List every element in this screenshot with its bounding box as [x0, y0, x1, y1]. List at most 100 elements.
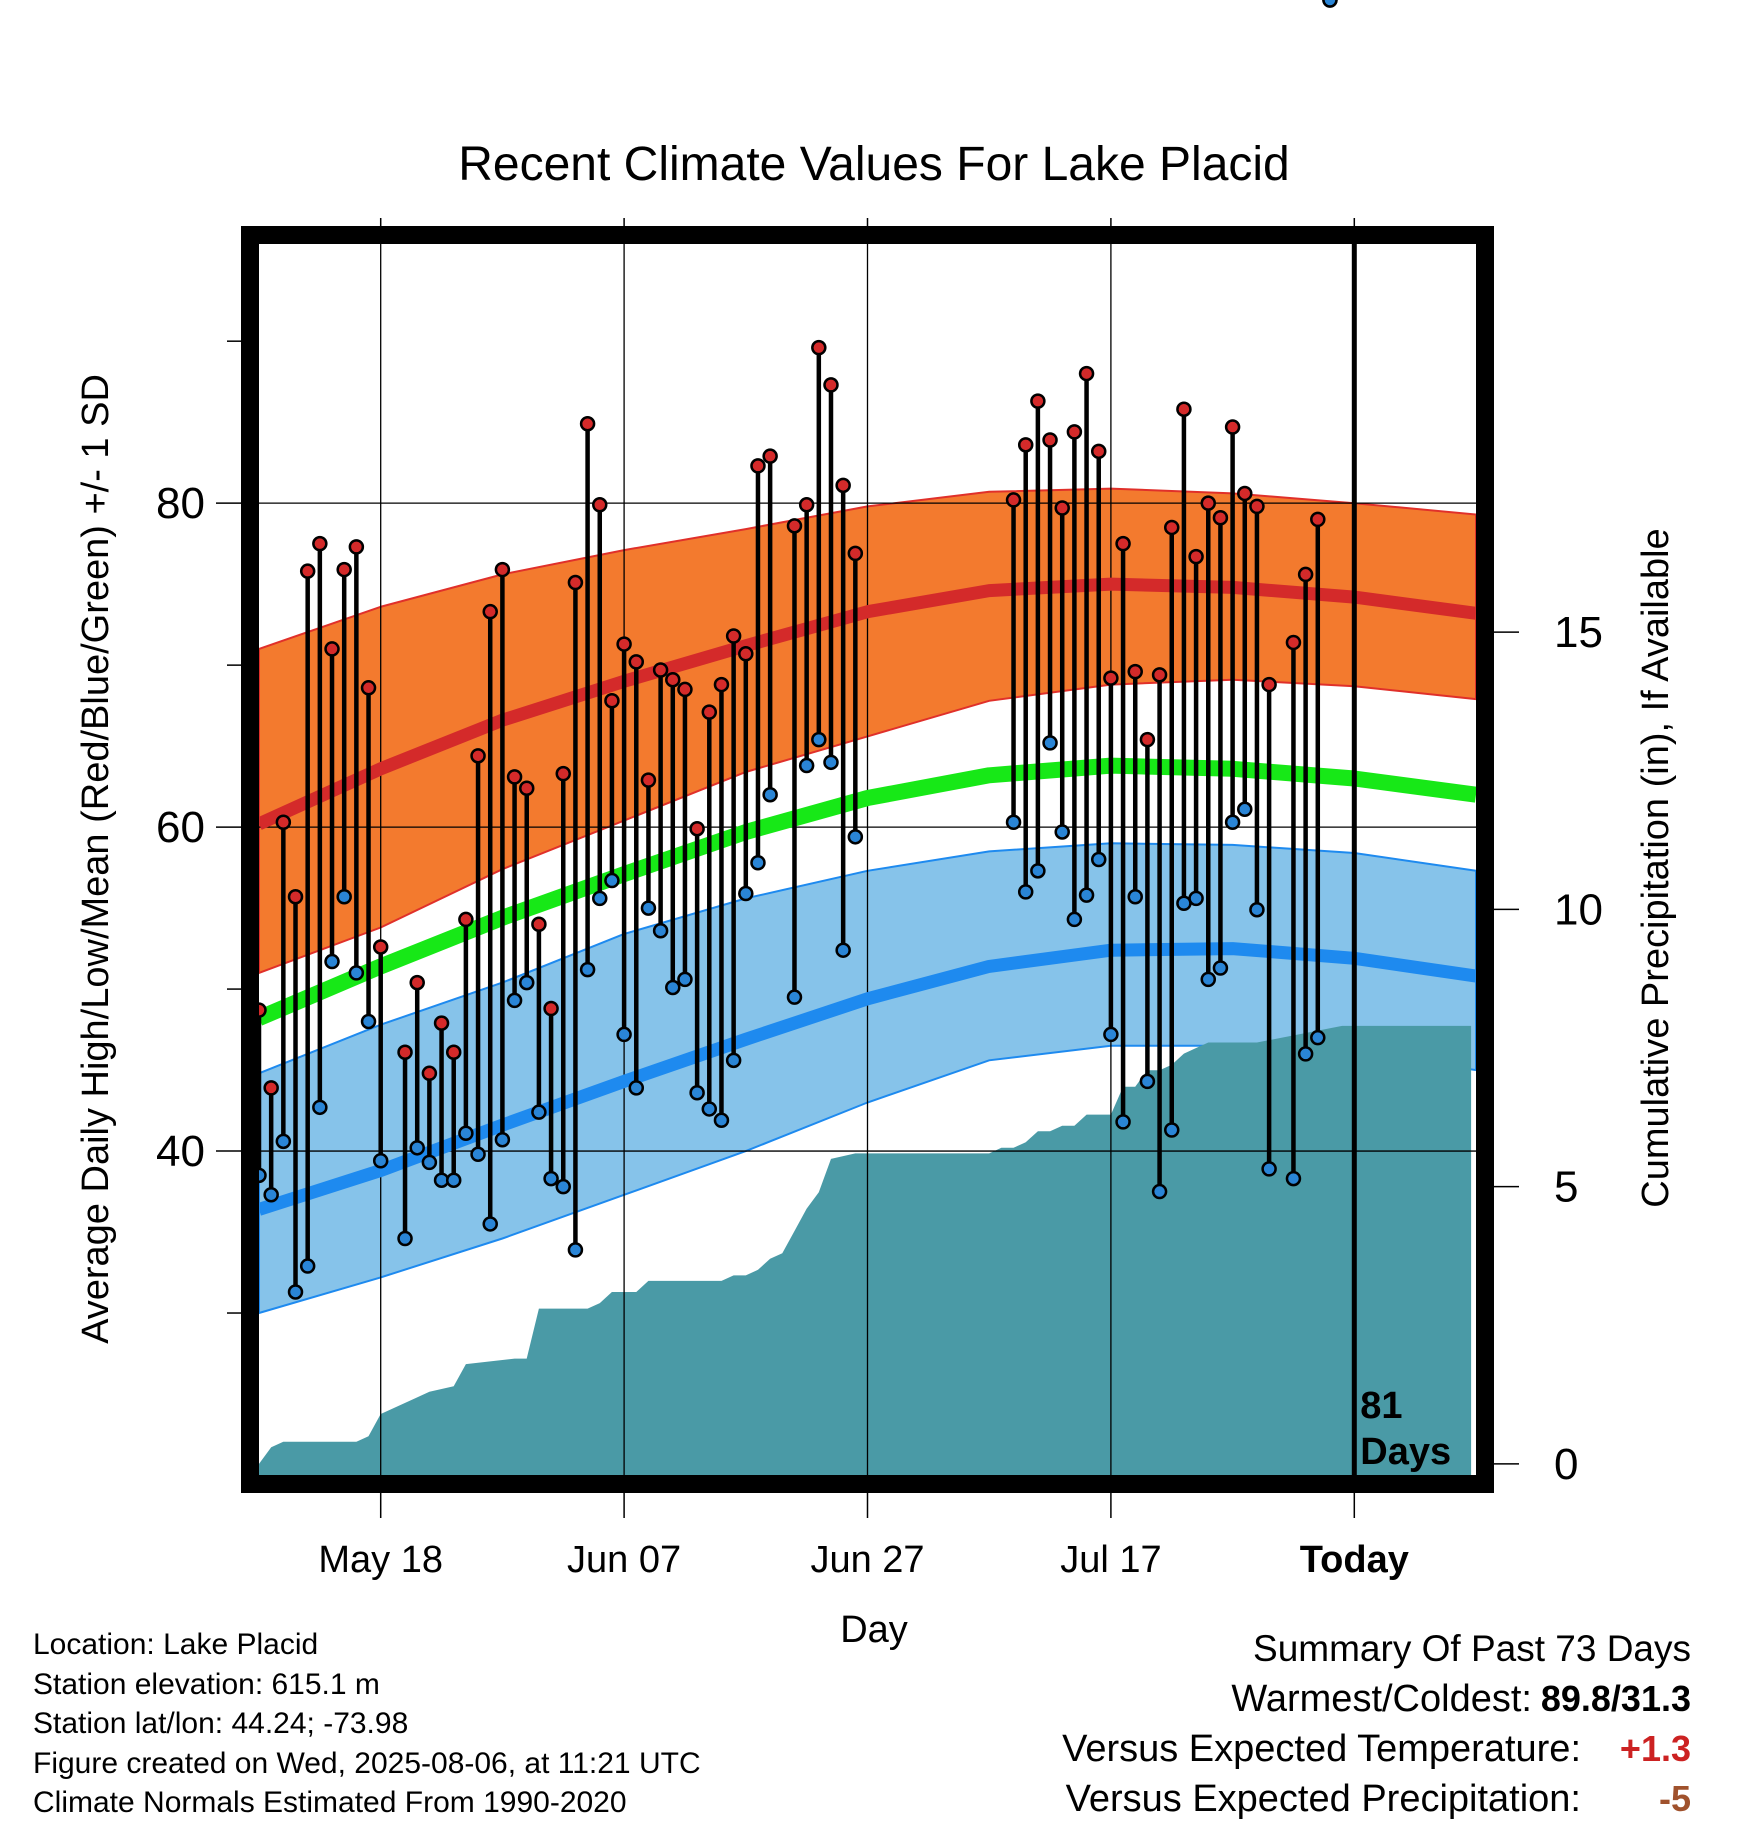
- high-point: [494, 561, 511, 578]
- low-point: [263, 1187, 279, 1203]
- high-point: [348, 539, 365, 555]
- low-point: [531, 1104, 547, 1120]
- high-point: [287, 889, 304, 905]
- high-point: [1066, 424, 1083, 440]
- low-point: [299, 1258, 316, 1274]
- low-point: [1224, 814, 1241, 830]
- high-point: [1139, 731, 1156, 748]
- high-point: [640, 772, 657, 788]
- low-point: [445, 1172, 462, 1188]
- high-point: [762, 448, 778, 464]
- low-point: [811, 731, 827, 748]
- y2-tick-label: 0: [1554, 1440, 1578, 1489]
- high-point: [1164, 519, 1180, 536]
- today-days-count: 81: [1360, 1385, 1402, 1427]
- low-point: [1237, 801, 1253, 818]
- high-point: [433, 1015, 450, 1031]
- station-info: Location: Lake Placid Station elevation:…: [33, 1625, 701, 1823]
- low-point: [458, 1125, 474, 1141]
- low-point: [312, 1099, 328, 1116]
- low-point: [1285, 1170, 1302, 1187]
- high-point: [1310, 511, 1326, 528]
- high-point: [1297, 566, 1314, 583]
- low-point: [1151, 1183, 1168, 1200]
- created-text: Figure created on Wed, 2025-08-06, at 11…: [33, 1746, 701, 1780]
- high-point: [604, 693, 620, 709]
- low-point: [543, 1170, 559, 1187]
- high-point: [299, 563, 316, 579]
- low-point: [360, 1013, 377, 1030]
- high-point: [1176, 401, 1192, 417]
- low-point: [1078, 887, 1095, 903]
- high-point: [1115, 535, 1131, 552]
- normals-period-text: Climate Normals Estimated From 1990-2020: [33, 1786, 627, 1819]
- temperature-anomaly-label: Versus Expected Temperature:: [1062, 1728, 1581, 1770]
- high-point: [1090, 443, 1107, 460]
- high-point: [1151, 667, 1168, 683]
- high-point: [786, 518, 803, 534]
- precipitation-fill: [259, 1025, 1472, 1475]
- latlon-text: Station lat/lon: 44.24; -73.98: [33, 1707, 409, 1740]
- elevation-text: Station elevation: 615.1 m: [33, 1667, 380, 1701]
- x-tick-label: Jun 07: [567, 1539, 681, 1581]
- high-point: [397, 1044, 413, 1060]
- high-point: [725, 628, 742, 644]
- low-point: [701, 1101, 718, 1117]
- high-point: [555, 765, 571, 782]
- low-point: [336, 889, 352, 905]
- low-point: [616, 1026, 632, 1043]
- low-point: [1297, 1046, 1314, 1062]
- high-point: [445, 1044, 462, 1060]
- high-point: [579, 416, 596, 432]
- low-point: [750, 854, 766, 871]
- low-point: [628, 1080, 645, 1096]
- high-point: [275, 814, 292, 830]
- low-point: [665, 979, 681, 996]
- high-point: [336, 561, 352, 578]
- low-point: [1164, 1122, 1180, 1138]
- high-point: [1285, 634, 1302, 651]
- low-point: [506, 992, 523, 1009]
- normal-lines: [255, 577, 1478, 1216]
- low-point: [1054, 824, 1070, 840]
- low-point: [592, 890, 608, 907]
- low-point: [652, 923, 669, 939]
- high-point: [518, 780, 535, 796]
- low-point: [689, 1084, 705, 1101]
- high-point: [1030, 393, 1046, 409]
- low-point: [287, 1284, 304, 1300]
- low-point: [409, 1140, 425, 1156]
- high-point: [482, 603, 498, 620]
- low-point: [1200, 971, 1217, 988]
- high-point: [1261, 676, 1277, 693]
- low-point: [1249, 901, 1265, 918]
- low-point: [1188, 890, 1204, 907]
- low-point: [1322, 0, 1338, 8]
- high-point: [823, 377, 839, 393]
- low-point: [579, 961, 596, 978]
- low-point: [798, 757, 815, 774]
- warmest-coldest-label: Warmest/Coldest:: [1231, 1678, 1532, 1720]
- high-point: [1054, 500, 1070, 516]
- high-point: [1078, 365, 1095, 382]
- low-point: [567, 1242, 584, 1258]
- low-point: [1042, 735, 1058, 751]
- high-point: [616, 636, 632, 652]
- low-point: [1066, 911, 1083, 928]
- x-tick-label: Today: [1300, 1539, 1409, 1581]
- high-point: [360, 680, 377, 696]
- high-point: [409, 974, 425, 991]
- low-point: [677, 971, 693, 988]
- low-point: [518, 974, 535, 991]
- precipitation-anomaly-value: -5: [1658, 1778, 1691, 1819]
- y-tick-label: 80: [156, 479, 205, 528]
- high-point: [470, 748, 486, 764]
- chart-title: Recent Climate Values For Lake Placid: [458, 138, 1290, 191]
- low-point: [1127, 889, 1143, 905]
- high-point: [312, 535, 328, 552]
- x-tick-label: Jul 17: [1060, 1539, 1161, 1581]
- grid-lines: [259, 244, 1476, 1475]
- low-point: [555, 1178, 571, 1195]
- x-tick-label: May 18: [318, 1539, 443, 1581]
- precipitation-anomaly-row: Versus Expected Precipitation: -5: [1062, 1774, 1691, 1824]
